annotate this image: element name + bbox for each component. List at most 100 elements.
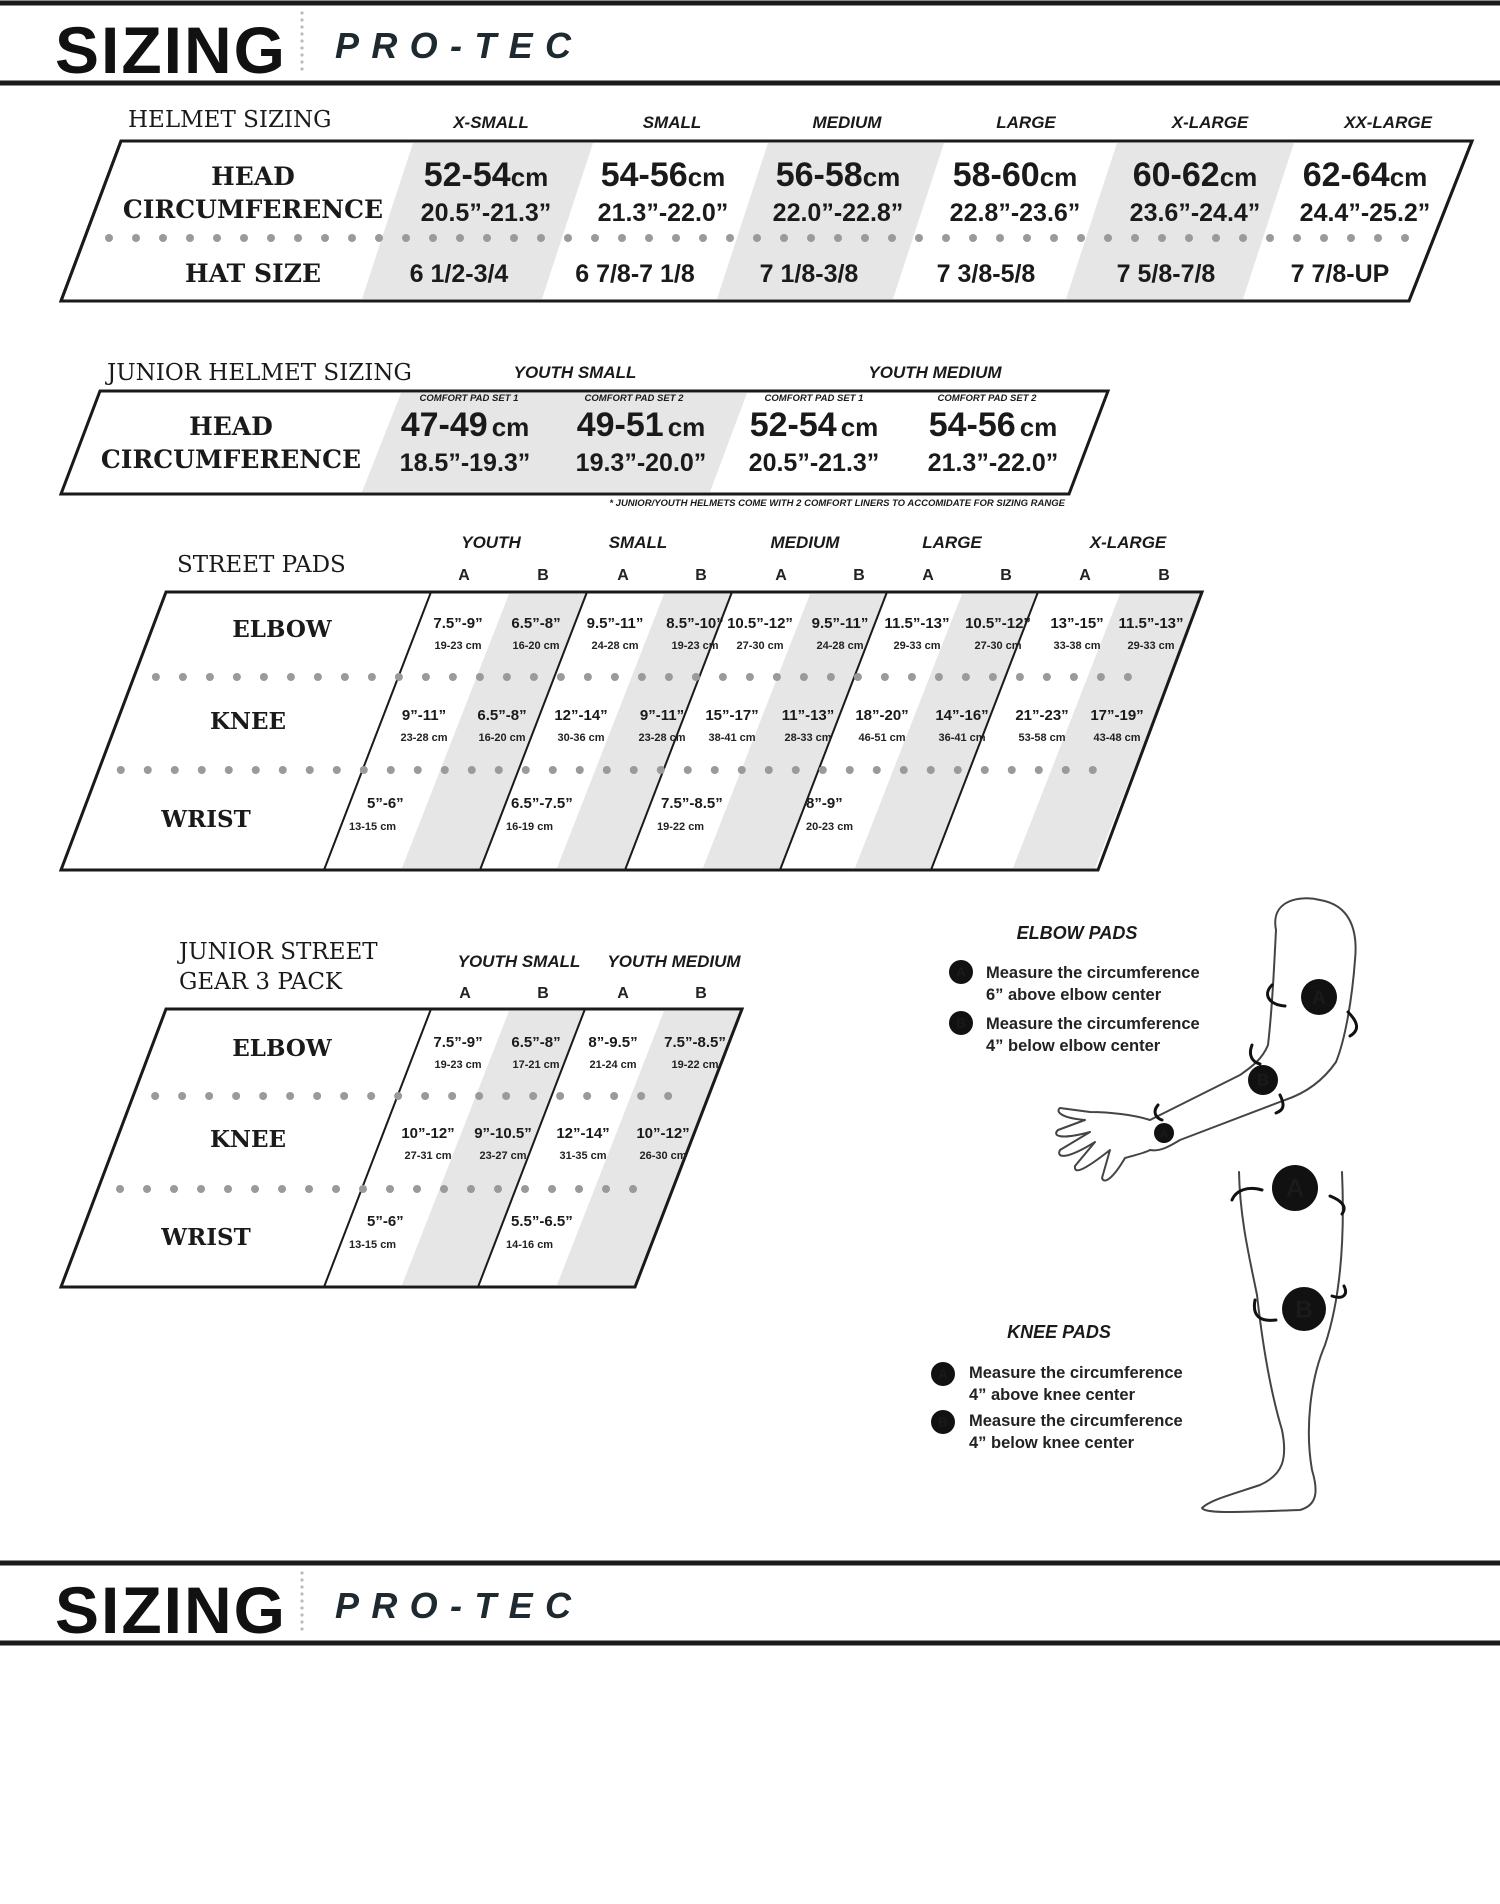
dot-separator [1077, 234, 1085, 242]
cell-cm: 27-30 cm [736, 640, 783, 652]
cell-cm: 24-28 cm [816, 640, 863, 652]
cell-cm: 23-28 cm [400, 732, 447, 744]
calf-arrow-left [1252, 1298, 1278, 1322]
cell-inches: 18”-20” [855, 707, 908, 724]
dot-separator [548, 766, 557, 774]
junior-cm-value: 54-56 cm [929, 406, 1058, 444]
dot-separator [1096, 673, 1105, 681]
cm-unit: cm [511, 162, 549, 192]
header-divider-dot [300, 1627, 304, 1631]
dot-separator [934, 673, 943, 681]
cell-inches: 10”-12” [636, 1125, 689, 1142]
helmet-inch-value: 24.4”-25.2” [1300, 199, 1431, 227]
size-label-medium: MEDIUM [771, 533, 841, 552]
dot-separator [340, 673, 349, 681]
pad-table-bg [61, 1009, 742, 1287]
dot-separator [610, 1092, 619, 1100]
sub-label-a: A [922, 567, 934, 584]
header-divider-dot [300, 1613, 304, 1617]
dot-separator [610, 673, 619, 681]
cell-inches: 9.5”-11” [587, 615, 644, 632]
junior-inch-value: 21.3”-22.0” [928, 449, 1059, 477]
cm-range: 47-49 [401, 406, 488, 444]
header-divider-dot [300, 1620, 304, 1624]
dot-separator [961, 673, 970, 681]
cell-inches: 15”-17” [705, 707, 758, 724]
dot-separator [494, 1185, 503, 1193]
cell-inches: 7.5”-8.5” [664, 1034, 726, 1051]
helmet-title: HELMET SIZING [128, 107, 332, 133]
dot-separator [170, 1185, 179, 1193]
junior-inch-value: 18.5”-19.3” [400, 449, 531, 477]
header-divider-dot [300, 1571, 304, 1575]
cell-inches: 6.5”-8” [477, 707, 526, 724]
dot-separator [359, 1185, 368, 1193]
header-divider-dot [300, 53, 304, 57]
cm-unit: cm [1020, 412, 1058, 442]
dot-separator [186, 234, 194, 242]
dot-separator [502, 1092, 511, 1100]
dot-separator [294, 234, 302, 242]
shaded-column [362, 143, 593, 299]
dot-separator [348, 234, 356, 242]
row-label-circumference: CIRCUMFERENCE [123, 195, 383, 224]
cell-cm: 19-22 cm [671, 1059, 718, 1071]
cm-unit: cm [863, 162, 901, 192]
sub-label-b: B [853, 567, 865, 584]
diagram-badge-knee-a [1272, 1165, 1318, 1211]
dot-separator [880, 673, 889, 681]
cell-inches: 6.5”-7.5” [511, 795, 573, 812]
row-label-knee: KNEE [210, 1126, 286, 1153]
cm-range: 54-56 [601, 156, 688, 194]
dot-separator [456, 234, 464, 242]
dot-separator [583, 673, 592, 681]
dot-separator [367, 1092, 376, 1100]
sub-label-b: B [1000, 567, 1012, 584]
dot-separator [240, 234, 248, 242]
forearm-arrow-bottom [1274, 1093, 1285, 1115]
dot-separator [888, 234, 896, 242]
cell-inches: 9”-11” [402, 707, 446, 724]
diagram-badge-elbow-b-letter: B [1257, 1072, 1269, 1090]
dot-separator [529, 1092, 538, 1100]
dot-separator [826, 673, 835, 681]
helmet-cm-value: 62-64cm [1303, 156, 1428, 194]
dot-separator [278, 1185, 287, 1193]
dot-separator [737, 766, 746, 774]
shaded-b-column [402, 594, 587, 868]
dot-separator [1034, 766, 1043, 774]
dot-separator [556, 673, 565, 681]
dot-separator [548, 1185, 557, 1193]
dot-separator [313, 673, 322, 681]
header-title: SIZING [55, 1573, 285, 1647]
cell-inches: 17”-19” [1090, 707, 1143, 724]
diagram-badge-wrist-a [1154, 1123, 1174, 1143]
header-divider-dot [300, 60, 304, 64]
cell-inches: 7.5”-9” [433, 1034, 482, 1051]
dot-separator [448, 1092, 457, 1100]
dot-separator [332, 766, 341, 774]
column-divider [479, 591, 588, 871]
dot-separator [583, 1092, 592, 1100]
dot-separator [213, 234, 221, 242]
dot-separator [367, 673, 376, 681]
dot-separator [1347, 234, 1355, 242]
dot-separator [683, 766, 692, 774]
dot-separator [1374, 234, 1382, 242]
shaded-youth-small [362, 393, 747, 492]
dot-separator [467, 766, 476, 774]
cell-inches: 9”-10.5” [474, 1125, 532, 1142]
dot-separator [926, 766, 935, 774]
dot-separator [429, 234, 437, 242]
shaded-b-column [855, 594, 1038, 868]
dot-separator [1293, 234, 1301, 242]
helmet-inch-value: 20.5”-21.3” [421, 199, 552, 227]
cell-cm: 29-33 cm [893, 640, 940, 652]
junior-street-title-line1: JUNIOR STREET [177, 939, 378, 965]
group-label-youth-small: YOUTH SMALL [514, 363, 637, 382]
dot-separator [502, 673, 511, 681]
dot-separator [718, 673, 727, 681]
dot-separator [988, 673, 997, 681]
cm-unit: cm [1220, 162, 1258, 192]
dot-separator [321, 234, 329, 242]
